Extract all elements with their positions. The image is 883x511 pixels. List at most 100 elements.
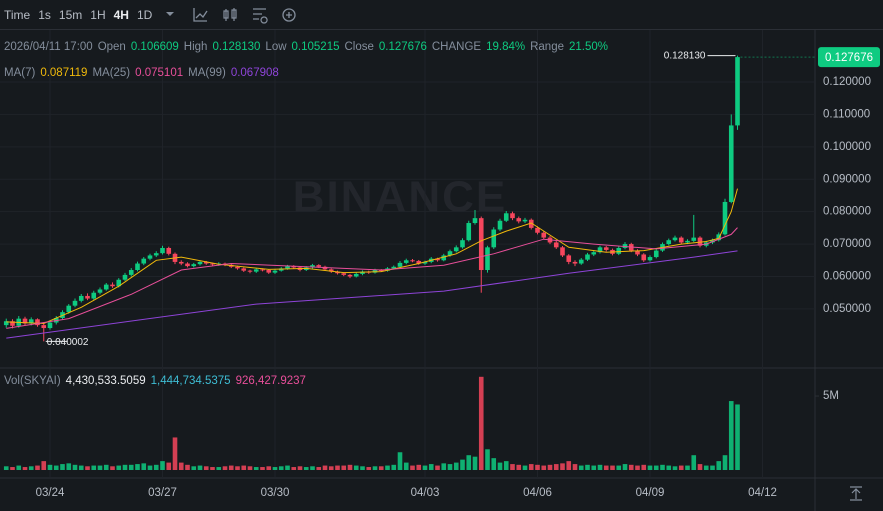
- add-icon[interactable]: [282, 8, 296, 22]
- candle-body: [666, 240, 672, 245]
- volume-ma1: 1,444,734.5375: [150, 375, 231, 387]
- volume-bar: [185, 464, 190, 470]
- volume-bar: [285, 465, 290, 470]
- candle-body: [191, 264, 197, 267]
- candle-body: [285, 266, 290, 269]
- volume-bar: [116, 465, 122, 470]
- interval[interactable]: Time: [4, 8, 31, 22]
- candle-body: [347, 274, 353, 277]
- interval[interactable]: 1H: [90, 8, 106, 22]
- volume-bar: [16, 465, 22, 470]
- ma-value: 0.067908: [230, 67, 279, 79]
- volume-bar: [685, 465, 690, 470]
- volume-bar: [316, 467, 322, 470]
- interval[interactable]: 4H: [113, 8, 129, 22]
- candle-body: [485, 247, 490, 271]
- candle-body: [41, 325, 47, 329]
- candle-body: [335, 271, 340, 274]
- ma-line: [6, 188, 738, 325]
- candle-body: [647, 257, 653, 261]
- interval[interactable]: 1D: [136, 8, 153, 22]
- header-low-label: Low: [265, 41, 287, 53]
- indicator-icon[interactable]: [193, 8, 208, 22]
- volume-bar: [447, 464, 453, 470]
- volume-bar: [85, 466, 90, 470]
- volume-bar: [10, 467, 15, 470]
- candle-body: [728, 125, 734, 202]
- interval[interactable]: 15m: [58, 8, 83, 22]
- add-icon-cross: [286, 12, 292, 18]
- volume-bar: [35, 465, 40, 470]
- dropdown-icon[interactable]: [166, 12, 174, 16]
- volume-bar: [72, 464, 78, 470]
- volume-bar: [478, 376, 484, 470]
- candle-body: [597, 247, 603, 253]
- header-close-label: Close: [344, 41, 374, 53]
- candle-body: [453, 247, 459, 252]
- settings-icon[interactable]: [253, 8, 268, 24]
- candle-body: [210, 263, 215, 265]
- header-change-label: CHANGE: [431, 41, 482, 53]
- candle-body: [166, 247, 172, 254]
- candle-body: [28, 319, 34, 324]
- candle-body: [291, 266, 297, 268]
- volume-bar: [503, 461, 509, 470]
- volume-bar: [3, 466, 9, 470]
- volume-bar: [422, 465, 428, 470]
- candle-body: [478, 218, 484, 271]
- x-tick-label: 04/06: [523, 487, 552, 499]
- interval-list: Time 1s 15m 1H 4H 1D: [4, 8, 152, 22]
- candle-body: [341, 273, 347, 275]
- candle-body: [591, 252, 597, 255]
- candle-body: [235, 266, 240, 269]
- volume-bar: [103, 464, 109, 470]
- interval[interactable]: 1s: [38, 8, 51, 22]
- volume-bar: [622, 464, 628, 470]
- volume-bar: [135, 464, 140, 470]
- x-tick-label: 03/24: [36, 487, 65, 499]
- header-low: 0.105215: [291, 41, 340, 53]
- volume-bar: [591, 465, 597, 470]
- volume-bar: [385, 465, 390, 470]
- volume-bar: [653, 465, 659, 470]
- candle-body: [447, 251, 453, 256]
- candle-body: [641, 254, 647, 261]
- candle-body: [503, 213, 509, 221]
- candle-body: [141, 258, 147, 264]
- y-tick-label: 0.060000: [823, 271, 871, 283]
- volume-bar: [553, 464, 559, 470]
- min-label: 0.040002: [47, 337, 89, 348]
- volume-bar: [697, 464, 703, 470]
- ma-name: MA(25): [92, 67, 131, 79]
- volume-bar: [322, 465, 328, 470]
- candle-body: [528, 219, 534, 228]
- candle-body: [397, 262, 403, 267]
- volume-bar: [128, 464, 134, 470]
- header-date: 2026/04/11 17:00: [4, 41, 93, 53]
- volume-bar: [710, 465, 715, 470]
- candle-body: [160, 247, 165, 254]
- candle-body: [66, 305, 72, 313]
- candle-body: [635, 250, 640, 255]
- candle-body: [585, 254, 590, 260]
- candle-body: [22, 318, 28, 324]
- volume-bar: [541, 465, 547, 470]
- candle-body: [91, 292, 97, 299]
- y-tick-label: 0.090000: [823, 173, 871, 185]
- candle-body: [110, 284, 115, 287]
- y-tick-label: 0.120000: [823, 76, 871, 88]
- scroll-icon[interactable]: [850, 486, 862, 501]
- volume-bar: [391, 464, 397, 470]
- chart-type-icon[interactable]: [223, 8, 237, 21]
- candle-body: [491, 229, 497, 248]
- last-price-tag: [818, 47, 880, 68]
- candle-body: [78, 295, 84, 301]
- volume-bar: [660, 464, 665, 470]
- volume-bar: [441, 463, 447, 470]
- volume-bar: [616, 465, 622, 470]
- candle-body: [735, 57, 740, 126]
- candle-body: [103, 284, 109, 290]
- candle-body: [472, 218, 478, 224]
- volume-bar: [172, 437, 178, 470]
